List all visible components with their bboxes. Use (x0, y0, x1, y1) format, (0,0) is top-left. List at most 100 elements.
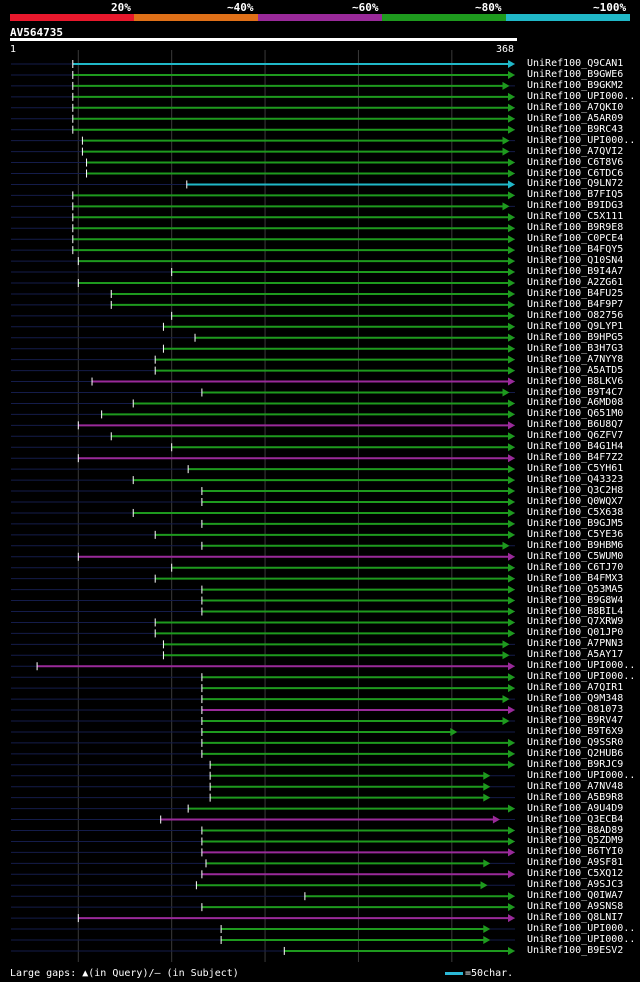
hit-row[interactable] (11, 377, 515, 386)
hit-label[interactable]: UniRef100_A9SF81 (527, 857, 624, 869)
hit-row[interactable] (11, 903, 515, 912)
hit-row[interactable] (11, 717, 515, 725)
hit-label[interactable]: UniRef100_O82756 (527, 309, 624, 321)
hit-row[interactable] (11, 596, 515, 605)
hit-row[interactable] (11, 257, 515, 266)
hit-label[interactable]: UniRef100_B9RC43 (527, 123, 624, 135)
hit-label[interactable]: UniRef100_B7FIQ5 (527, 189, 624, 201)
hit-label[interactable]: UniRef100_C5WUM0 (527, 550, 624, 562)
hit-label[interactable]: UniRef100_UPI000.. (527, 923, 636, 935)
hit-label[interactable]: UniRef100_A9SNS8 (527, 901, 624, 913)
hit-label[interactable]: UniRef100_Q9SSR0 (527, 736, 624, 748)
hit-row[interactable] (11, 738, 515, 747)
hit-label[interactable]: UniRef100_B4G1H4 (527, 441, 624, 453)
hit-row[interactable] (11, 311, 515, 320)
hit-label[interactable]: UniRef100_Q9CAN1 (527, 58, 624, 69)
hit-row[interactable] (11, 541, 515, 550)
hit-label[interactable]: UniRef100_C5YE36 (527, 528, 624, 540)
hit-row[interactable] (11, 771, 515, 780)
hit-label[interactable]: UniRef100_B9HPG5 (527, 331, 624, 343)
hit-label[interactable]: UniRef100_Q3C2H8 (527, 485, 624, 497)
hit-row[interactable] (11, 870, 515, 879)
hit-label[interactable]: UniRef100_B4FMX3 (527, 572, 624, 584)
hit-row[interactable] (11, 355, 515, 364)
hit-label[interactable]: UniRef100_C6TDC6 (527, 167, 624, 179)
hit-label[interactable]: UniRef100_B6U8Q7 (527, 419, 624, 431)
hit-label[interactable]: UniRef100_B9T4C7 (527, 386, 624, 398)
hit-row[interactable] (11, 727, 515, 736)
hit-row[interactable] (11, 158, 515, 167)
hit-label[interactable]: UniRef100_A5AY17 (527, 649, 624, 661)
hit-label[interactable]: UniRef100_Q43323 (527, 474, 624, 486)
hit-label[interactable]: UniRef100_A6MD08 (527, 397, 624, 409)
hit-label[interactable]: UniRef100_C5YH61 (527, 463, 624, 475)
hit-label[interactable]: UniRef100_C6TJ70 (527, 561, 624, 573)
hit-label[interactable]: UniRef100_B8AD89 (527, 824, 624, 836)
hit-row[interactable] (11, 421, 515, 430)
hit-row[interactable] (11, 180, 515, 189)
hit-label[interactable]: UniRef100_A7QIR1 (527, 682, 624, 694)
hit-row[interactable] (11, 651, 515, 660)
hit-label[interactable]: UniRef100_B9GWE6 (527, 68, 624, 80)
hit-row[interactable] (11, 202, 515, 211)
hit-label[interactable]: UniRef100_A5B9R8 (527, 791, 624, 803)
hit-label[interactable]: UniRef100_UPI000.. (527, 671, 636, 683)
hit-row[interactable] (11, 268, 515, 277)
hit-label[interactable]: UniRef100_Q7XRW9 (527, 616, 624, 628)
hit-label[interactable]: UniRef100_B8BIL4 (527, 605, 624, 617)
hit-label[interactable]: UniRef100_O81073 (527, 704, 624, 716)
hit-row[interactable] (11, 629, 515, 638)
hit-label[interactable]: UniRef100_B9HBM6 (527, 539, 624, 551)
hit-label[interactable]: UniRef100_C5X638 (527, 506, 624, 518)
hit-row[interactable] (11, 70, 515, 79)
hit-row[interactable] (11, 443, 515, 452)
hit-row[interactable] (11, 235, 515, 244)
hit-row[interactable] (11, 508, 515, 517)
hit-row[interactable] (11, 454, 515, 463)
hit-row[interactable] (11, 706, 515, 715)
hit-label[interactable]: UniRef100_UPI000.. (527, 769, 636, 781)
hit-label[interactable]: UniRef100_B9RV47 (527, 715, 624, 726)
hit-label[interactable]: UniRef100_UPI000.. (527, 934, 636, 945)
hit-label[interactable]: UniRef100_UPI000.. (527, 660, 636, 672)
hit-label[interactable]: UniRef100_Q9M348 (527, 693, 624, 705)
hit-label[interactable]: UniRef100_B4F9P7 (527, 298, 624, 310)
hit-label[interactable]: UniRef100_Q0IWA7 (527, 890, 624, 902)
hit-row[interactable] (11, 618, 515, 627)
hit-row[interactable] (11, 191, 515, 200)
hit-row[interactable] (11, 673, 515, 682)
hit-label[interactable]: UniRef100_Q9LN72 (527, 178, 624, 190)
hit-label[interactable]: UniRef100_B9R9E8 (527, 222, 624, 234)
hit-row[interactable] (11, 289, 515, 298)
hit-row[interactable] (11, 892, 515, 901)
hit-row[interactable] (11, 519, 515, 528)
hit-label[interactable]: UniRef100_B8LKV6 (527, 375, 624, 387)
hit-row[interactable] (11, 333, 515, 342)
hit-row[interactable] (11, 607, 515, 616)
hit-label[interactable]: UniRef100_Q0WQX7 (527, 496, 624, 507)
hit-row[interactable] (11, 366, 515, 375)
hit-label[interactable]: UniRef100_UPI000.. (527, 134, 636, 146)
hit-row[interactable] (11, 552, 515, 561)
hit-row[interactable] (11, 936, 515, 944)
hit-row[interactable] (11, 224, 515, 233)
hit-label[interactable]: UniRef100_A9SJC3 (527, 879, 624, 891)
hit-row[interactable] (11, 782, 515, 791)
hit-label[interactable]: UniRef100_A5ATD5 (527, 364, 624, 376)
hit-row[interactable] (11, 925, 515, 934)
hit-label[interactable]: UniRef100_Q8LNI7 (527, 912, 624, 924)
hit-row[interactable] (11, 815, 515, 824)
hit-label[interactable]: UniRef100_Q9LYP1 (527, 320, 624, 332)
hit-label[interactable]: UniRef100_A9U4D9 (527, 802, 624, 814)
hit-row[interactable] (11, 946, 515, 955)
hit-label[interactable]: UniRef100_Q2HUB6 (527, 747, 624, 759)
hit-label[interactable]: UniRef100_A5AR09 (527, 112, 624, 124)
hit-row[interactable] (11, 487, 515, 496)
hit-row[interactable] (11, 530, 515, 539)
hit-label[interactable]: UniRef100_Q3ECB4 (527, 813, 624, 825)
hit-label[interactable]: UniRef100_Q651M0 (527, 408, 624, 420)
hit-row[interactable] (11, 322, 515, 331)
hit-row[interactable] (11, 793, 515, 802)
hit-label[interactable]: UniRef100_B9ESV2 (527, 944, 624, 956)
hit-row[interactable] (11, 279, 515, 287)
